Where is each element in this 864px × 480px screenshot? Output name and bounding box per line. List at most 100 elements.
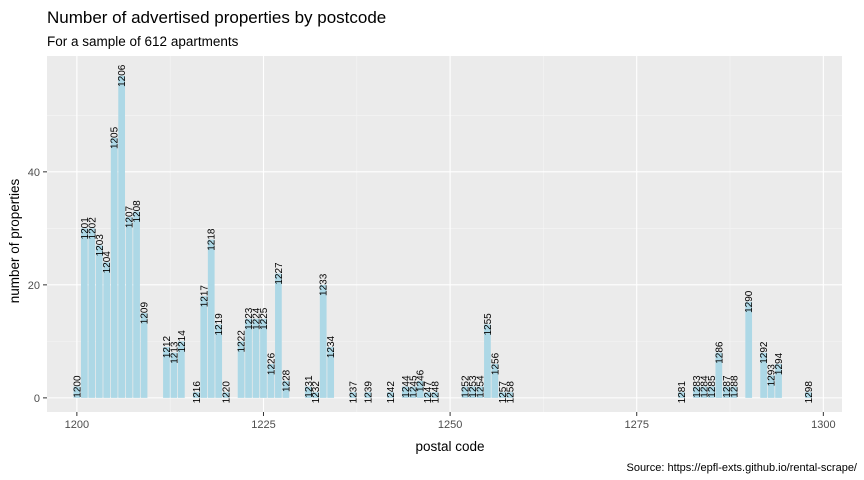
bar (95, 245, 103, 398)
bar-label: 1223 (244, 307, 255, 330)
bar-label: 1213 (169, 341, 180, 364)
bar (118, 75, 126, 398)
bar-label: 1228 (281, 369, 292, 392)
x-tick-label: 1300 (811, 419, 835, 431)
bar (178, 341, 185, 398)
bar-label: 1206 (117, 64, 128, 87)
bar (767, 375, 775, 398)
bar-label: 1290 (744, 290, 755, 313)
bar (708, 386, 715, 398)
bars (73, 75, 812, 398)
bar-label: 1224 (252, 307, 263, 330)
bar-label: 1254 (475, 375, 486, 398)
bar-label: 1219 (214, 313, 225, 336)
bar (103, 262, 111, 398)
bar-label: 1208 (132, 200, 143, 223)
bar-label: 1203 (95, 234, 106, 257)
bar-label: 1257 (498, 381, 509, 404)
bar (498, 392, 506, 398)
bar (312, 392, 320, 398)
y-tick-label: 0 (34, 393, 40, 405)
bar-label: 1281 (677, 381, 688, 404)
bar-label: 1204 (102, 251, 113, 274)
bar-label: 1255 (483, 313, 494, 336)
y-tick-label: 40 (28, 167, 40, 179)
bar-label: 1214 (177, 330, 188, 353)
bar (125, 217, 133, 398)
x-tick-label: 1200 (65, 419, 89, 431)
bar (387, 392, 394, 398)
bar (200, 296, 208, 398)
bar-label: 1288 (729, 375, 740, 398)
bar (760, 352, 767, 398)
bar-label: 1200 (72, 375, 83, 398)
bar (401, 386, 409, 398)
bar (678, 392, 685, 398)
bar (260, 318, 267, 398)
bar (275, 273, 282, 398)
bar-label: 1293 (767, 364, 778, 387)
bar-label: 1285 (707, 375, 718, 398)
bar (364, 392, 372, 398)
bar-label: 1292 (759, 341, 770, 364)
bar-label: 1225 (259, 307, 270, 330)
bar-label: 1207 (125, 205, 136, 228)
bar (476, 386, 484, 398)
bar-label: 1253 (468, 375, 479, 398)
bar (252, 318, 260, 398)
bar (237, 341, 245, 398)
bar (110, 137, 118, 398)
y-axis-title: number of properties (7, 178, 22, 303)
bar-label: 1244 (401, 375, 412, 398)
bar (245, 318, 252, 398)
bar-label: 1246 (416, 369, 427, 392)
bar-label: 1226 (266, 352, 277, 375)
bar (431, 392, 439, 398)
bar-label: 1216 (192, 381, 203, 404)
bar-label: 1202 (87, 217, 98, 240)
bar-label: 1234 (326, 335, 337, 358)
bar-label: 1209 (140, 302, 151, 325)
bar (163, 347, 170, 398)
bar-label: 1227 (274, 262, 285, 285)
bar (207, 239, 215, 398)
x-tick-label: 1225 (251, 419, 275, 431)
bar-label: 1212 (162, 335, 173, 358)
bar-label: 1247 (423, 381, 434, 404)
bar-label: 1287 (722, 375, 733, 398)
bar (349, 392, 357, 398)
bar (192, 392, 200, 398)
bar-label: 1232 (311, 381, 322, 404)
bar (775, 363, 782, 398)
bar-label: 1217 (199, 285, 210, 308)
bar (222, 392, 230, 398)
bar (73, 386, 81, 398)
chart-title: Number of advertised properties by postc… (47, 8, 386, 27)
bar-label: 1252 (461, 375, 472, 398)
bar (700, 386, 708, 398)
bar (215, 324, 223, 398)
bar (88, 228, 96, 398)
bar (424, 392, 432, 398)
bar-label: 1248 (431, 381, 442, 404)
bar-label: 1258 (505, 381, 516, 404)
bar (319, 284, 327, 398)
grid-lines (47, 56, 842, 412)
x-axis-title: postal code (415, 439, 484, 454)
bar (461, 386, 469, 398)
bar (730, 386, 738, 398)
bar-label: 1283 (692, 375, 703, 398)
bar-label: 1294 (774, 352, 785, 375)
bar-label: 1201 (80, 217, 91, 240)
bar (469, 386, 476, 398)
bar (722, 386, 730, 398)
bar-label: 1205 (110, 126, 121, 149)
bar-label: 1239 (363, 381, 374, 404)
bar (140, 313, 148, 398)
bar-label: 1222 (237, 330, 248, 353)
bar-label: 1284 (699, 375, 710, 398)
bar (416, 380, 424, 398)
bar-label: 1231 (304, 375, 315, 398)
